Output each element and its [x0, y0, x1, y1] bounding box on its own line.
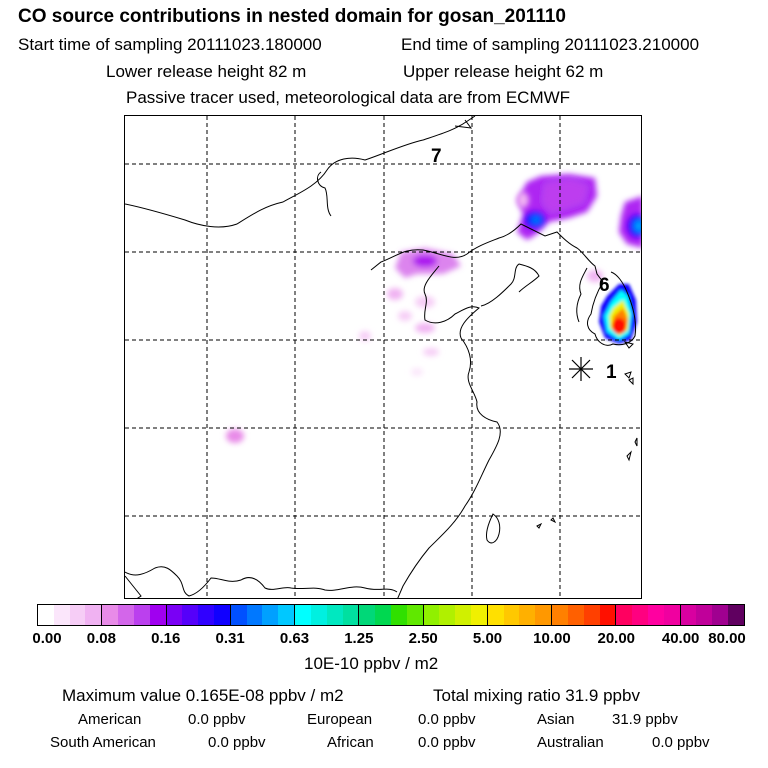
jeju-island	[623, 341, 634, 349]
colorbar-tick-label: 10.00	[533, 630, 571, 647]
colorbar-segment	[359, 605, 424, 625]
end-time-label: End time of sampling 20111023.210000	[401, 35, 700, 54]
ryukyu-islands-east	[626, 437, 638, 462]
colorbar-segment	[487, 605, 553, 625]
small-islands	[624, 371, 634, 386]
colorbar-tick-label: 2.50	[408, 630, 438, 647]
plume-light	[226, 192, 603, 443]
ryukyu-islands	[536, 517, 557, 529]
european-label: European	[307, 711, 373, 728]
colorbar-tick-label: 0.00	[32, 630, 62, 647]
colorbar-segment	[616, 605, 681, 625]
page-title: CO source contributions in nested domain…	[18, 6, 566, 27]
max-value-label: Maximum value 0.165E-08 ppbv / m2	[62, 686, 344, 705]
colorbar	[37, 604, 745, 626]
african-value: 0.0 ppbv	[418, 734, 476, 751]
colorbar-tick-label: 0.16	[151, 630, 181, 647]
colorbar-tick-label: 0.63	[279, 630, 310, 647]
tracer-info-label: Passive tracer used, meteorological data…	[126, 88, 571, 107]
colorbar-segment	[102, 605, 167, 625]
colorbar-units-label: 10E-10 ppbv / m2	[304, 654, 439, 673]
inner-border	[317, 171, 332, 217]
plume-korea	[599, 284, 637, 344]
australian-value: 0.0 ppbv	[652, 734, 710, 751]
map-panel: 7 6 1	[124, 115, 642, 599]
colorbar-tick-label: 20.00	[597, 630, 636, 647]
east-china-coast	[397, 265, 501, 598]
south-border	[125, 566, 398, 597]
australian-label: Australian	[537, 734, 604, 751]
colorbar-tick-label: 0.31	[215, 630, 245, 647]
colorbar-segment	[552, 605, 617, 625]
colorbar-segment	[680, 605, 744, 625]
korea-peninsula	[587, 271, 636, 346]
colorbar-tick-label: 5.00	[472, 630, 503, 647]
southwest-border	[125, 575, 142, 598]
day-label-6: 6	[599, 275, 610, 296]
mongolia-border	[125, 116, 476, 228]
asian-label: Asian	[537, 711, 575, 728]
south-american-value: 0.0 ppbv	[208, 734, 266, 751]
american-value: 0.0 ppbv	[188, 711, 246, 728]
plume-north	[517, 174, 597, 240]
colorbar-segment	[230, 605, 296, 625]
colorbar-tick-label: 80.00	[708, 630, 746, 647]
colorbar-tick-label: 40.00	[661, 630, 700, 647]
korea-border	[576, 267, 588, 323]
colorbar-segment	[38, 605, 103, 625]
american-label: American	[78, 711, 142, 728]
taiwan	[486, 513, 501, 544]
northern-border	[454, 119, 473, 129]
colorbar-segment	[166, 605, 231, 625]
receptor-marker-icon	[569, 357, 593, 381]
day-label-1: 1	[606, 362, 617, 383]
asian-value: 31.9 ppbv	[612, 711, 678, 728]
colorbar-tick-label: 1.25	[344, 630, 374, 647]
shandong-peninsula	[480, 263, 540, 307]
map-svg: 7 6 1	[125, 116, 641, 598]
coastline-layer	[125, 116, 638, 598]
day-label-7: 7	[431, 146, 442, 167]
upper-release-label: Upper release height 62 m	[403, 62, 604, 81]
plume-northeast	[619, 196, 641, 248]
colorbar-segment	[295, 605, 360, 625]
start-time-label: Start time of sampling 20111023.180000	[18, 35, 322, 54]
north-china-coast	[370, 223, 604, 283]
lower-release-label: Lower release height 82 m	[106, 62, 307, 81]
colorbar-segment	[423, 605, 488, 625]
colorbar-tick-label: 0.08	[86, 630, 116, 647]
plume-layer	[226, 174, 641, 443]
european-value: 0.0 ppbv	[418, 711, 476, 728]
south-american-label: South American	[50, 734, 156, 751]
african-label: African	[327, 734, 374, 751]
total-mixing-label: Total mixing ratio 31.9 ppbv	[433, 686, 640, 705]
grid-layer	[125, 116, 641, 598]
